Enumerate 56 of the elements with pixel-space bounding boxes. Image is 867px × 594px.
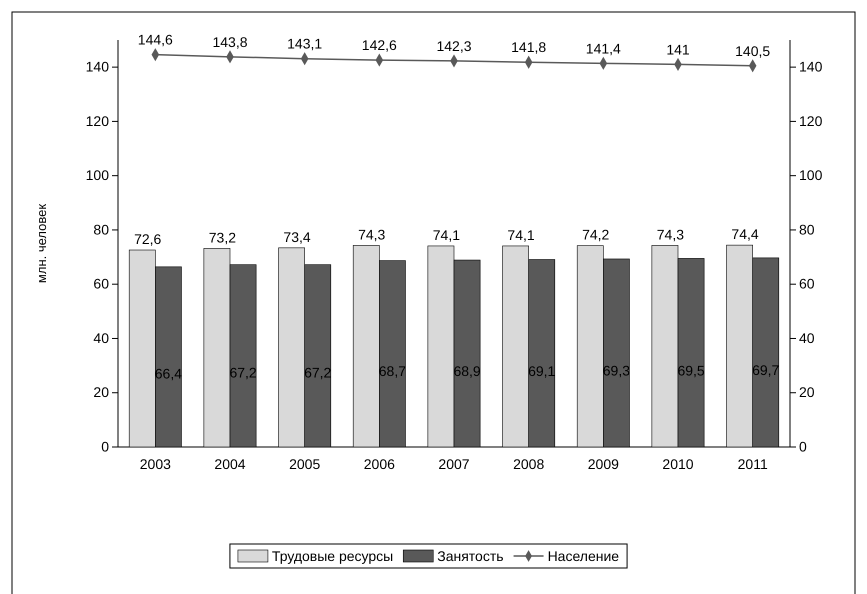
legend-label: Занятость <box>437 548 504 564</box>
x-tick-label: 2003 <box>140 456 172 472</box>
data-label: 68,9 <box>453 362 481 379</box>
y2-tick-label: 120 <box>799 112 823 129</box>
data-label: 141,4 <box>586 40 622 56</box>
x-tick-label: 2006 <box>364 456 396 472</box>
data-label: 142,6 <box>362 37 398 54</box>
y2-tick-label: 140 <box>799 58 823 75</box>
data-label: 67,2 <box>229 364 257 381</box>
x-tick-label: 2004 <box>214 456 246 472</box>
data-label: 142,3 <box>436 38 472 54</box>
data-label: 144,6 <box>138 32 174 48</box>
data-label: 74,3 <box>358 226 386 242</box>
y2-tick-label: 80 <box>799 221 815 238</box>
x-tick-label: 2010 <box>662 456 694 472</box>
x-tick-label: 2011 <box>738 456 768 472</box>
data-label: 141,8 <box>511 39 546 56</box>
data-label: 74,3 <box>656 226 684 242</box>
y-tick-label: 100 <box>86 167 110 184</box>
y-tick-label: 0 <box>101 438 110 454</box>
y-tick-label: 120 <box>86 112 110 129</box>
data-label: 73,2 <box>208 229 236 246</box>
y2-tick-label: 0 <box>799 438 807 454</box>
y-axis-title: млн. человек <box>34 204 49 284</box>
y2-tick-label: 20 <box>799 384 815 400</box>
data-label: 74,1 <box>507 226 535 243</box>
x-tick-label: 2008 <box>513 456 544 472</box>
data-label: 140,5 <box>735 42 770 59</box>
data-label: 72,6 <box>134 231 162 248</box>
x-tick-label: 2007 <box>438 456 470 472</box>
data-label: 66,4 <box>154 366 182 382</box>
x-tick-label: 2005 <box>289 456 320 472</box>
legend-label: Население <box>548 548 620 564</box>
data-label: 69,7 <box>752 362 780 378</box>
data-label: 67,2 <box>304 364 332 381</box>
data-label: 143,8 <box>212 34 248 50</box>
legend-label: Трудовые ресурсы <box>272 548 394 564</box>
x-tick-label: 2009 <box>588 456 620 472</box>
y-tick-label: 80 <box>93 221 110 238</box>
y-tick-label: 140 <box>86 58 110 75</box>
y-tick-label: 20 <box>93 384 110 400</box>
data-label: 68,7 <box>378 363 406 380</box>
y2-tick-label: 60 <box>799 276 815 292</box>
y2-tick-label: 100 <box>799 167 823 184</box>
data-label: 74,4 <box>731 226 759 242</box>
data-label: 69,3 <box>602 362 630 379</box>
data-label: 141 <box>666 41 690 58</box>
y-tick-label: 60 <box>93 276 110 292</box>
data-label: 69,1 <box>528 362 556 379</box>
data-label: 143,1 <box>287 36 322 52</box>
data-label: 74,2 <box>582 226 610 243</box>
y2-tick-label: 40 <box>799 330 815 346</box>
y-tick-label: 40 <box>93 330 110 346</box>
data-label: 73,4 <box>283 228 311 245</box>
data-label: 74,1 <box>432 226 460 243</box>
data-label: 69,5 <box>677 362 705 378</box>
